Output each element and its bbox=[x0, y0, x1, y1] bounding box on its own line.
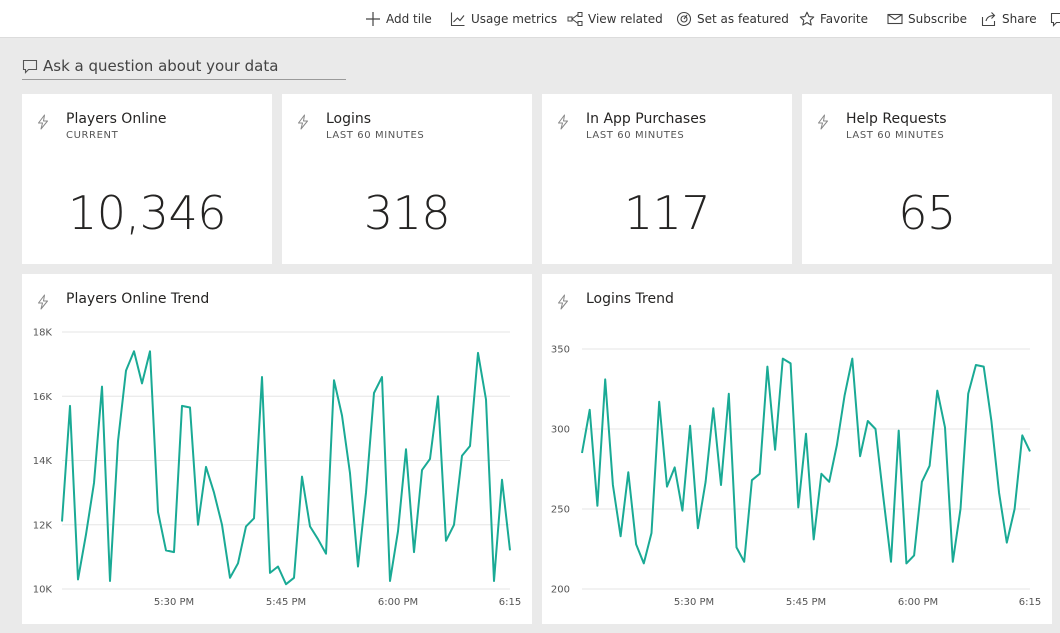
lightning-icon bbox=[38, 294, 48, 310]
tile-players-online-trend[interactable]: Players Online Trend 10K 12K 14K 16K 18K 5:30… bbox=[22, 274, 532, 624]
y-tick-label: 10K bbox=[33, 585, 53, 596]
card-value: 10,346 bbox=[68, 186, 226, 240]
plus-icon bbox=[366, 12, 380, 26]
y-tick-label: 300 bbox=[551, 425, 570, 436]
qna-input[interactable]: Ask a question about your data bbox=[22, 53, 346, 80]
more-button[interactable] bbox=[1050, 9, 1060, 29]
share-icon bbox=[981, 12, 996, 27]
card-value: 65 bbox=[898, 186, 956, 240]
card-in-app-purchases[interactable]: In App Purchases LAST 60 MINUTES 117 bbox=[542, 94, 792, 264]
share-label: Share bbox=[1002, 12, 1037, 26]
line-chart-icon bbox=[450, 12, 465, 27]
add-tile-button[interactable]: Add tile bbox=[365, 9, 432, 29]
view-related-button[interactable]: View related bbox=[567, 9, 663, 29]
qna-placeholder: Ask a question about your data bbox=[43, 57, 279, 75]
x-tick-label: 5:45 PM bbox=[266, 597, 306, 608]
players-online-chart: 10K 12K 14K 16K 18K 5:30 PM 5:45 PM 6:00 PM 6:15 bbox=[33, 328, 522, 609]
card-logins[interactable]: Logins LAST 60 MINUTES 318 bbox=[282, 94, 532, 264]
card-subtitle: LAST 60 MINUTES bbox=[326, 130, 425, 141]
add-tile-label: Add tile bbox=[386, 12, 432, 26]
card-subtitle: CURRENT bbox=[66, 130, 119, 141]
x-tick-label: 6:15 bbox=[1019, 597, 1041, 608]
usage-metrics-button[interactable]: Usage metrics bbox=[450, 9, 557, 29]
set-featured-button[interactable]: Set as featured bbox=[676, 9, 789, 29]
mail-icon bbox=[887, 13, 903, 25]
lightning-icon bbox=[558, 294, 568, 310]
subscribe-button[interactable]: Subscribe bbox=[887, 9, 967, 29]
favorite-label: Favorite bbox=[820, 12, 868, 26]
card-value: 318 bbox=[363, 186, 451, 240]
comment-icon bbox=[1050, 12, 1060, 27]
chart-title: Logins Trend bbox=[586, 291, 674, 307]
card-title: Logins bbox=[326, 111, 372, 127]
y-tick-label: 250 bbox=[551, 505, 570, 516]
y-tick-label: 350 bbox=[551, 345, 570, 356]
usage-metrics-label: Usage metrics bbox=[471, 12, 558, 26]
chart-title: Players Online Trend bbox=[66, 291, 210, 307]
related-icon bbox=[567, 12, 583, 26]
x-tick-label: 6:00 PM bbox=[378, 597, 418, 608]
y-tick-label: 14K bbox=[33, 456, 53, 467]
x-tick-label: 6:15 bbox=[499, 597, 521, 608]
series-line bbox=[61, 350, 511, 586]
featured-icon bbox=[676, 11, 692, 27]
x-tick-label: 5:45 PM bbox=[786, 597, 826, 608]
star-icon bbox=[799, 11, 815, 26]
speech-bubble-icon bbox=[22, 59, 38, 74]
y-tick-label: 16K bbox=[33, 392, 53, 403]
favorite-button[interactable]: Favorite bbox=[799, 9, 868, 29]
y-tick-label: 12K bbox=[33, 520, 53, 531]
lightning-icon bbox=[818, 114, 828, 130]
top-toolbar: Add tile Usage metrics View related Set … bbox=[0, 0, 1060, 38]
series-line bbox=[581, 357, 1031, 565]
subscribe-label: Subscribe bbox=[908, 12, 967, 26]
card-players-online[interactable]: Players Online CURRENT 10,346 bbox=[22, 94, 272, 264]
lightning-icon bbox=[558, 114, 568, 130]
x-tick-label: 6:00 PM bbox=[898, 597, 938, 608]
card-title: Players Online bbox=[66, 111, 167, 127]
card-title: Help Requests bbox=[846, 111, 947, 127]
view-related-label: View related bbox=[588, 12, 663, 26]
share-button[interactable]: Share bbox=[981, 9, 1037, 29]
card-value: 117 bbox=[623, 186, 711, 240]
lightning-icon bbox=[298, 114, 308, 130]
card-subtitle: LAST 60 MINUTES bbox=[586, 130, 685, 141]
x-tick-label: 5:30 PM bbox=[154, 597, 194, 608]
tile-logins-trend[interactable]: Logins Trend 200 250 300 350 5:30 PM 5:45 PM 6… bbox=[542, 274, 1052, 624]
card-subtitle: LAST 60 MINUTES bbox=[846, 130, 945, 141]
y-tick-label: 18K bbox=[33, 328, 53, 339]
y-tick-label: 200 bbox=[551, 585, 570, 596]
card-title: In App Purchases bbox=[586, 111, 707, 127]
x-tick-label: 5:30 PM bbox=[674, 597, 714, 608]
logins-chart: 200 250 300 350 5:30 PM 5:45 PM 6:00 PM 6:15 bbox=[551, 345, 1041, 609]
card-help-requests[interactable]: Help Requests LAST 60 MINUTES 65 bbox=[802, 94, 1052, 264]
set-featured-label: Set as featured bbox=[697, 12, 789, 26]
lightning-icon bbox=[38, 114, 48, 130]
